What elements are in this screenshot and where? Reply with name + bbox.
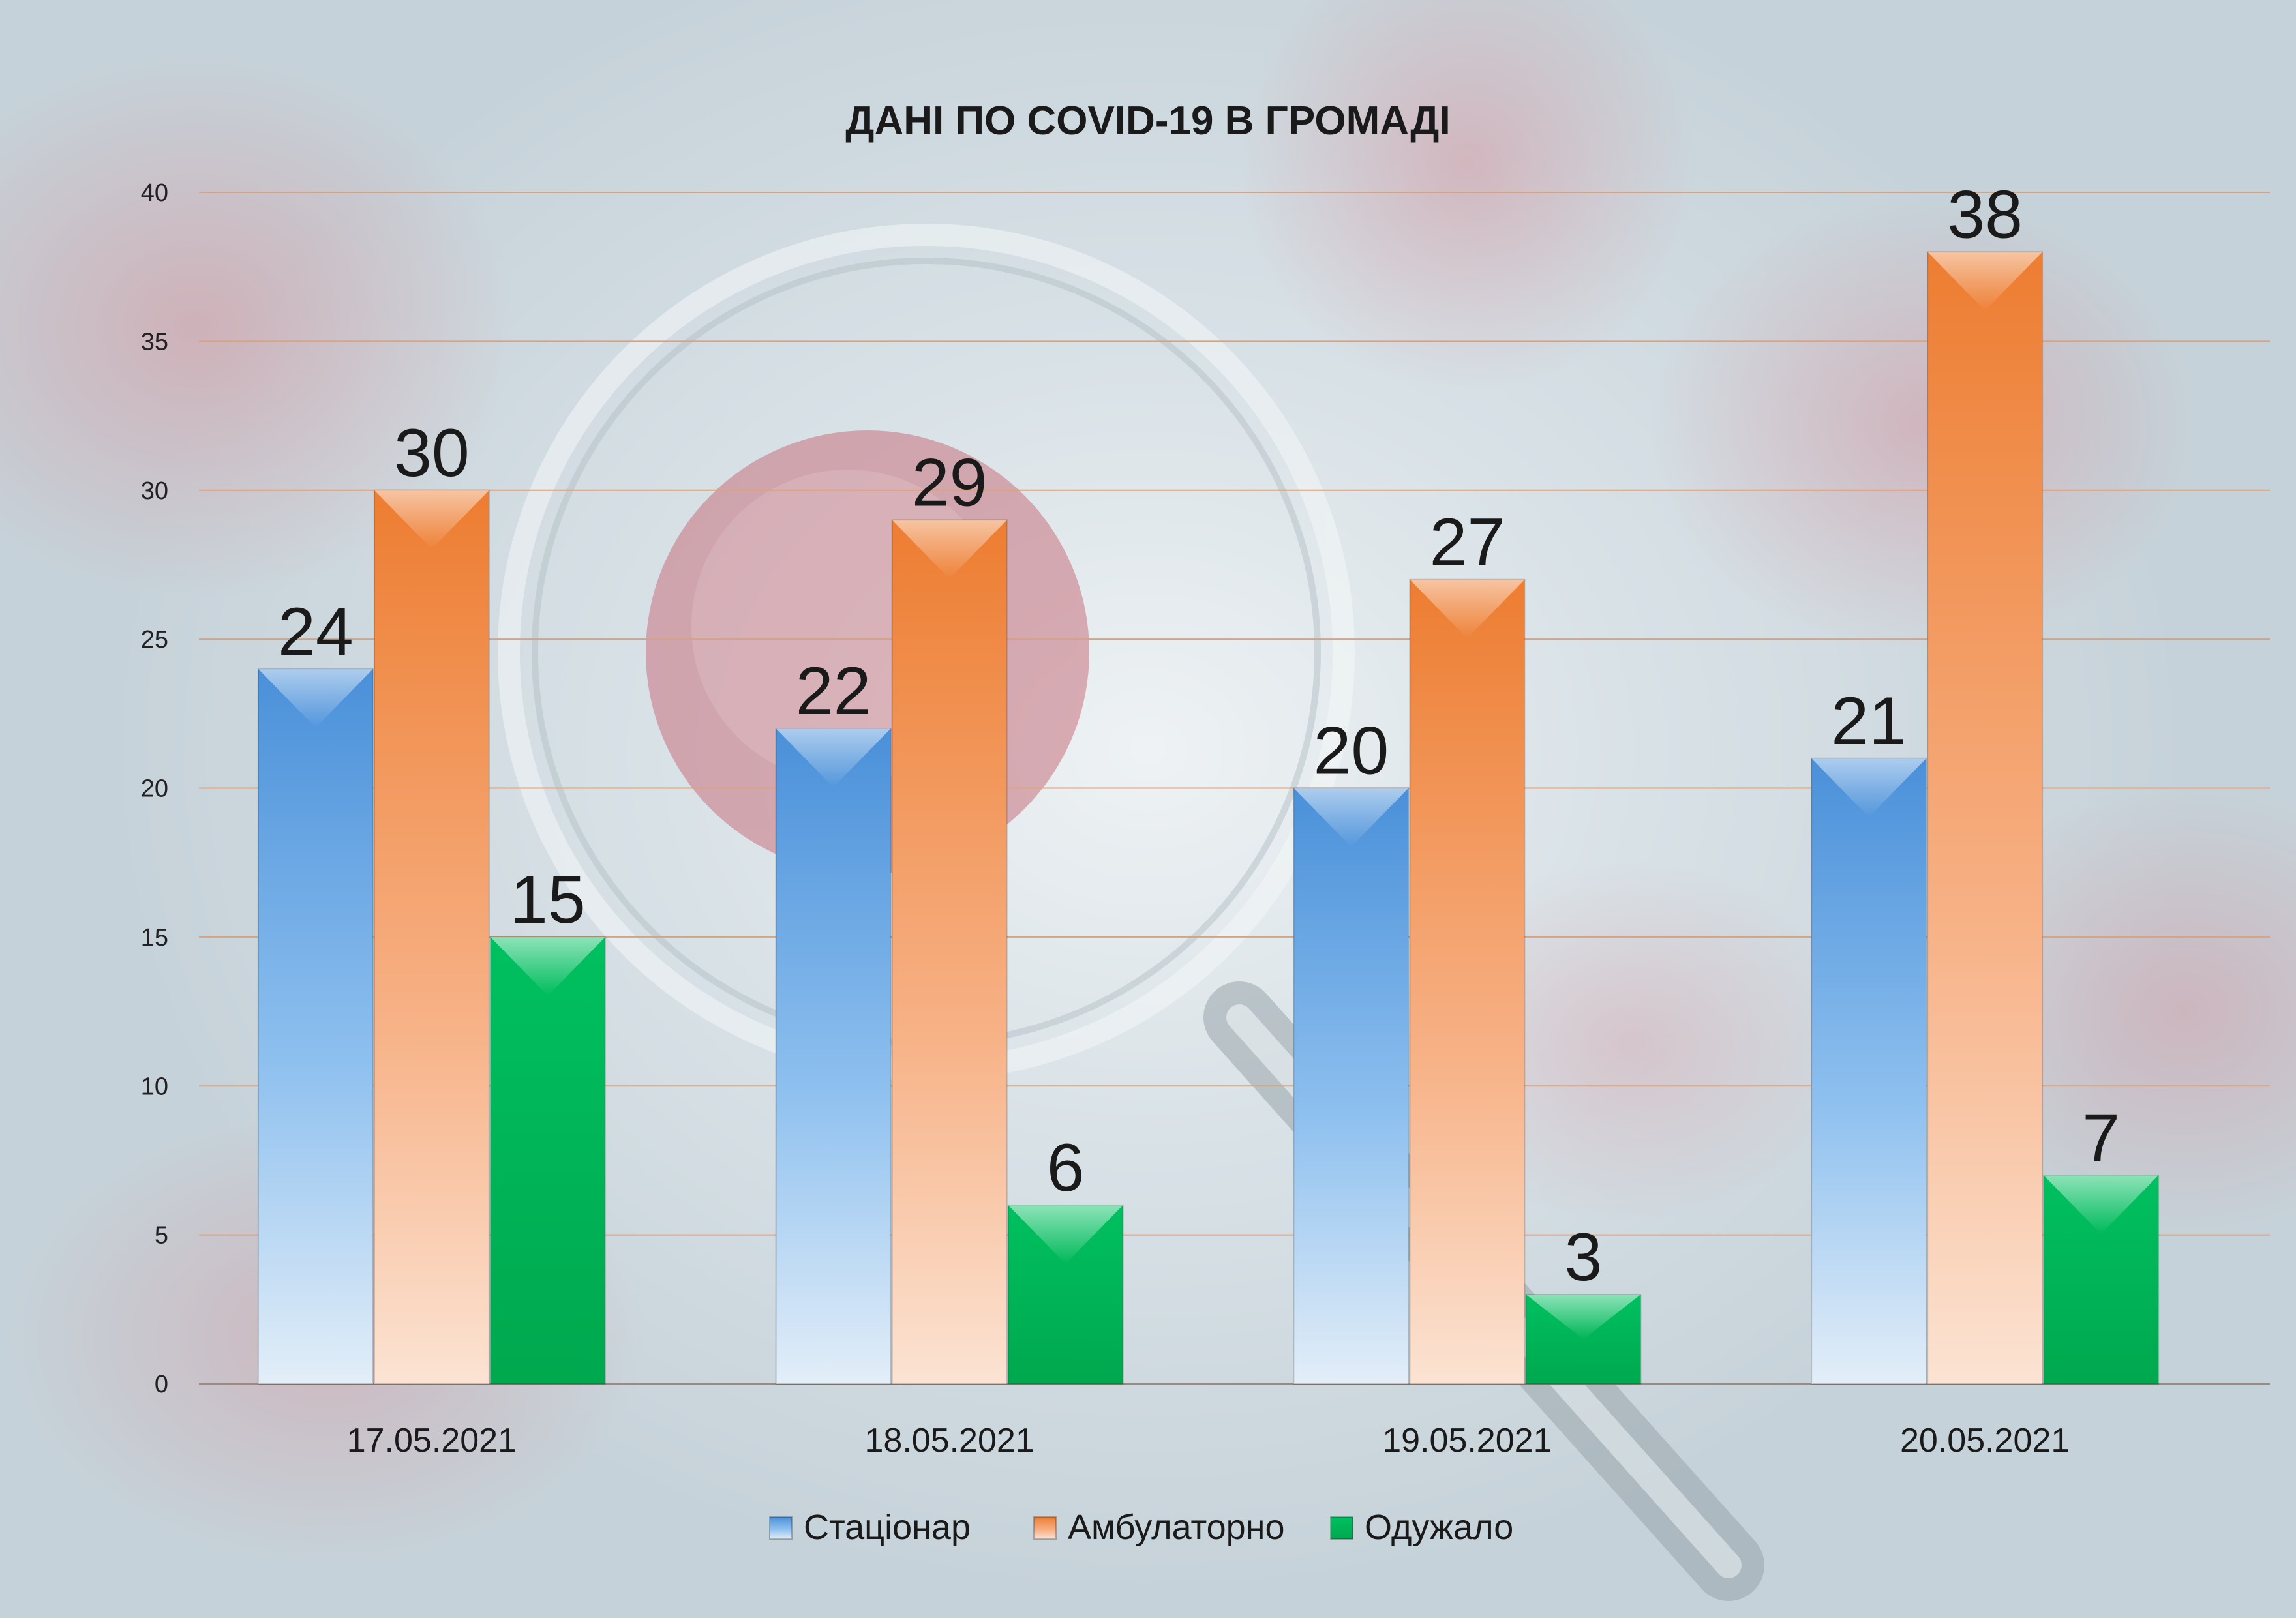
bar-bevel [1410, 579, 1525, 638]
y-tick-label: 35 [141, 328, 168, 355]
x-tick-label: 17.05.2021 [347, 1422, 517, 1460]
bar-bevel [1293, 788, 1409, 847]
bars [257, 251, 2160, 1385]
bar-bevel [776, 728, 891, 788]
x-tick-label: 18.05.2021 [864, 1422, 1034, 1460]
bar-Стаціонар-18.05.2021 [775, 728, 892, 1385]
y-axis-ticks: 0 5 10 15 20 25 30 35 40 [141, 179, 168, 1398]
legend-label: Стаціонар [804, 1508, 971, 1547]
data-label: 38 [1947, 177, 2023, 252]
legend-item: Стаціонар [769, 1508, 971, 1547]
y-tick-label: 20 [141, 775, 168, 803]
data-label: 24 [278, 594, 354, 670]
data-label: 6 [1047, 1130, 1085, 1206]
bar-bevel [258, 668, 373, 728]
data-label: 7 [2082, 1100, 2120, 1176]
x-axis-ticks: 17.05.2021 18.05.2021 19.05.2021 20.05.2021 [347, 1422, 2070, 1460]
x-tick-label: 19.05.2021 [1382, 1422, 1552, 1460]
bar-Одужало-17.05.2021 [489, 936, 606, 1385]
y-tick-label: 0 [155, 1371, 168, 1398]
y-tick-label: 15 [141, 924, 168, 951]
legend-label: Одужало [1365, 1508, 1513, 1547]
bar-bevel [490, 936, 605, 996]
bar-Амбулаторно-19.05.2021 [1409, 578, 1526, 1385]
bar-bevel [374, 490, 489, 549]
legend-swatch [1033, 1516, 1057, 1540]
data-labels: 24 30 15 22 29 6 20 27 3 21 38 7 [278, 177, 2120, 1295]
data-label: 27 [1430, 505, 1505, 580]
bar-bevel [1811, 758, 1927, 817]
bar-bevel [2044, 1175, 2159, 1235]
bar-Стаціонар-19.05.2021 [1293, 787, 1410, 1385]
legend-item: Одужало [1330, 1508, 1513, 1547]
bar-bevel [1526, 1294, 1641, 1340]
legend-swatch [1330, 1516, 1353, 1540]
legend-item: Амбулаторно [1033, 1508, 1285, 1547]
bar-Амбулаторно-20.05.2021 [1927, 251, 2044, 1385]
bar-Амбулаторно-18.05.2021 [891, 519, 1008, 1385]
legend-label: Амбулаторно [1068, 1508, 1285, 1547]
bar-bevel [1927, 252, 2043, 311]
data-label: 21 [1831, 683, 1907, 759]
bar-bevel [892, 520, 1007, 579]
bar-Стаціонар-17.05.2021 [257, 668, 374, 1385]
y-tick-label: 25 [141, 626, 168, 653]
data-label: 3 [1564, 1220, 1602, 1295]
legend: Стаціонар Амбулаторно Одужало [769, 1508, 1513, 1547]
bar-bevel [1008, 1205, 1123, 1264]
y-tick-label: 5 [155, 1222, 168, 1250]
data-label: 22 [796, 653, 871, 729]
y-tick-label: 30 [141, 477, 168, 505]
bar-Амбулаторно-17.05.2021 [373, 489, 490, 1385]
data-label: 20 [1314, 713, 1389, 789]
y-tick-label: 10 [141, 1073, 168, 1100]
data-label: 15 [510, 862, 586, 938]
x-tick-label: 20.05.2021 [1900, 1422, 2070, 1460]
data-label: 30 [394, 415, 470, 491]
y-tick-label: 40 [141, 179, 168, 207]
chart-title: ДАНІ ПО COVID-19 В ГРОМАДІ [845, 98, 1450, 143]
bar-Стаціонар-20.05.2021 [1811, 757, 1927, 1385]
legend-swatch [769, 1516, 793, 1540]
data-label: 29 [912, 445, 988, 520]
